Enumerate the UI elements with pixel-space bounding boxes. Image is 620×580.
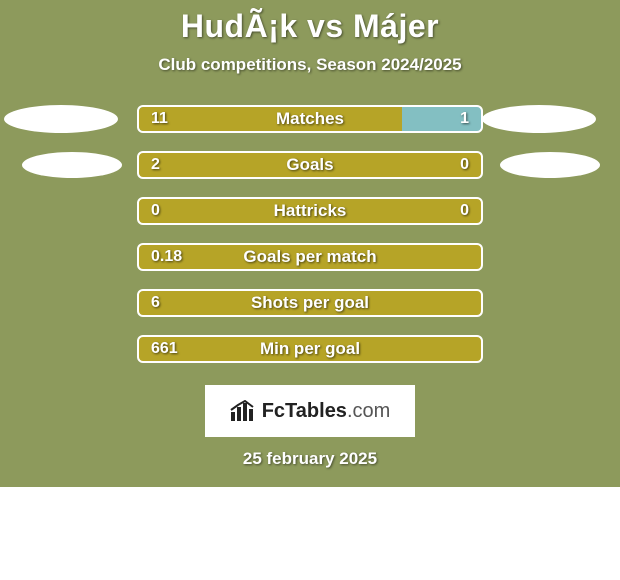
stat-label: Goals [139, 153, 481, 177]
player-avatar-placeholder [22, 152, 122, 178]
stat-left-value: 661 [151, 337, 178, 361]
player-avatar-placeholder [500, 152, 600, 178]
stat-label: Shots per goal [139, 291, 481, 315]
stat-label: Hattricks [139, 199, 481, 223]
player-avatar-placeholder [482, 105, 596, 133]
footer-date: 25 february 2025 [0, 449, 620, 469]
logo-name: FcTables [262, 400, 347, 422]
stat-label: Goals per match [139, 245, 481, 269]
subtitle: Club competitions, Season 2024/2025 [0, 55, 620, 75]
bar-chart-icon [230, 400, 256, 422]
stat-bar: 0 0Hattricks [137, 197, 483, 225]
logo-tld: .com [347, 400, 390, 422]
logo-text: FcTables.com [262, 400, 391, 423]
stat-left-value: 0.18 [151, 245, 182, 269]
stat-bar: 6Shots per goal [137, 289, 483, 317]
stat-bar: 0.18Goals per match [137, 243, 483, 271]
stat-left-value: 6 [151, 291, 160, 315]
stat-row: 0 0Hattricks [0, 197, 620, 225]
stat-left-value: 0 [151, 199, 160, 223]
stat-left-value: 2 [151, 153, 160, 177]
stat-label: Min per goal [139, 337, 481, 361]
stat-bar: 661Min per goal [137, 335, 483, 363]
comparison-panel: HudÃ¡k vs Májer Club competitions, Seaso… [0, 0, 620, 487]
stat-bar: 2 0Goals [137, 151, 483, 179]
stat-bar: 111Matches [137, 105, 483, 133]
stat-row: 661Min per goal [0, 335, 620, 363]
stat-row: 6Shots per goal [0, 289, 620, 317]
fctables-logo[interactable]: FcTables.com [205, 385, 415, 437]
stat-bar-left-segment [139, 107, 402, 131]
page-title: HudÃ¡k vs Májer [0, 8, 620, 45]
comparison-rows: 111Matches20Goals00Hattricks0.18Goals pe… [0, 105, 620, 363]
stat-row: 0.18Goals per match [0, 243, 620, 271]
player-avatar-placeholder [4, 105, 118, 133]
stat-right-value: 0 [460, 153, 469, 177]
stat-right-value: 0 [460, 199, 469, 223]
stat-right-value: 1 [460, 107, 469, 131]
